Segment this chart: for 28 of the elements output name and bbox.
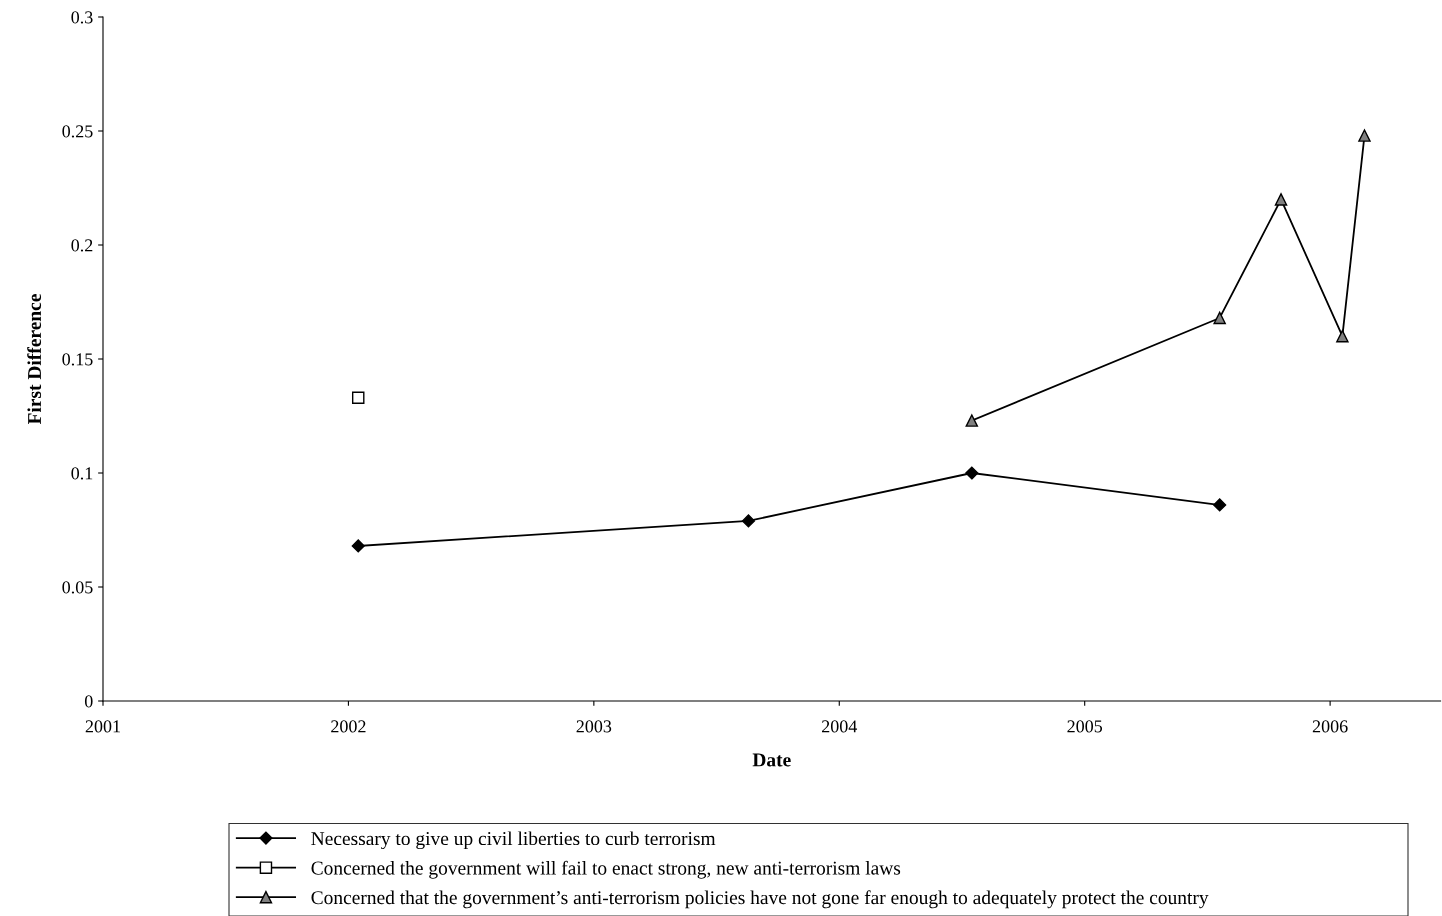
point	[1358, 129, 1371, 142]
y-tick-label: 0.1	[71, 467, 93, 480]
x-tick-label: 2004	[822, 720, 858, 733]
point	[351, 539, 365, 553]
point	[965, 466, 979, 480]
x-axis-title: Date	[752, 753, 791, 767]
point	[1213, 311, 1226, 325]
y-tick-label: 0.3	[71, 11, 93, 24]
y-tick-label: 0.05	[62, 581, 93, 594]
legend-label: Concerned that the government’s anti-terrorism policies have not gone far enough to adequately protect the country	[311, 890, 1209, 909]
legend-label: Necessary to give up civil liberties to curb terrorism	[311, 831, 716, 850]
point	[741, 514, 756, 528]
x-tick-label: 2002	[331, 720, 366, 733]
point	[965, 414, 979, 427]
point	[1274, 193, 1288, 206]
x-tick-label: 2003	[576, 720, 612, 733]
point	[1213, 498, 1227, 512]
x-tick-label: 2006	[1312, 720, 1348, 733]
legend-label: Concerned the government will fail to enact strong, new anti-terrorism laws	[311, 860, 901, 879]
point	[351, 391, 365, 405]
y-axis-title: First Difference	[27, 294, 42, 425]
y-tick-label: 0.15	[62, 353, 93, 366]
x-tick-label: 2001	[85, 720, 120, 733]
x-tick-label: 2005	[1067, 720, 1103, 733]
y-tick-label: 0.25	[62, 125, 93, 138]
y-tick-label: 0	[84, 695, 93, 708]
point	[1336, 329, 1349, 343]
y-tick-label: 0.2	[71, 239, 93, 252]
